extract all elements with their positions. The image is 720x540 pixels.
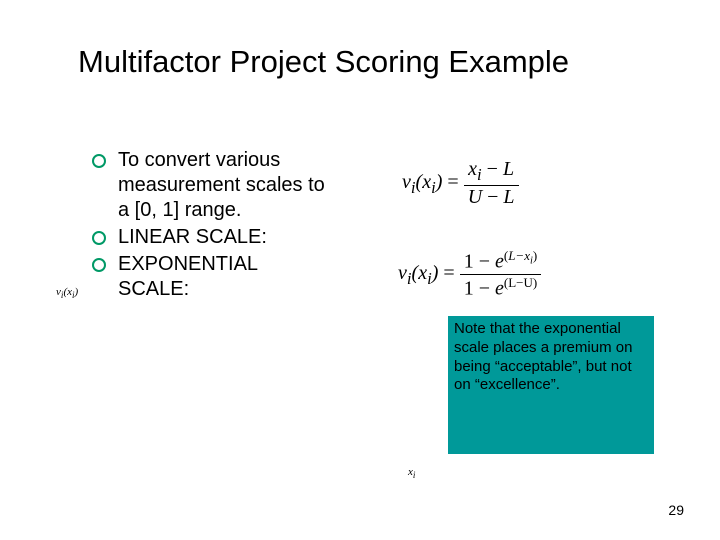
- f1-close: ): [436, 171, 443, 193]
- f2-num-one: 1 −: [464, 251, 495, 273]
- f1-v: v: [402, 171, 411, 193]
- f1-num-L: L: [503, 158, 514, 180]
- linear-formula: vi(xi) = xi − L U − L: [402, 158, 519, 209]
- f2-x: x: [418, 262, 427, 284]
- f1-num-x: x: [468, 158, 477, 180]
- f1-x: x: [422, 171, 431, 193]
- f2-close: ): [432, 262, 439, 284]
- slide-title: Multifactor Project Scoring Example: [78, 44, 569, 80]
- f1-eq: =: [447, 171, 463, 193]
- f2-den-exp: (L−U): [504, 275, 537, 290]
- f2-den-one: 1 −: [464, 277, 495, 299]
- bullet-region: To convert various measurement scales to…: [90, 148, 330, 304]
- f2-eq: =: [443, 262, 459, 284]
- f1-frac: xi − L U − L: [464, 158, 519, 209]
- bullet-list: To convert various measurement scales to…: [90, 148, 330, 302]
- f1-den-L: L: [503, 186, 514, 208]
- page-number: 29: [668, 502, 684, 518]
- xi-i: i: [413, 470, 416, 480]
- note-callout: Note that the exponential scale places a…: [448, 316, 654, 454]
- f2-frac: 1 − e(L−xi) 1 − e(L−U): [460, 248, 542, 300]
- f1-den-minus: −: [482, 186, 503, 208]
- f1-num-minus: −: [482, 158, 503, 180]
- bullet-item-2: LINEAR SCALE:: [90, 225, 330, 250]
- f2-den-e: e: [495, 277, 504, 299]
- label-close: ): [75, 286, 79, 298]
- f2-v: v: [398, 262, 407, 284]
- marginal-vixi-label: vi(xi): [56, 286, 78, 300]
- xi-label: xi: [408, 466, 415, 480]
- f1-den-U: U: [468, 186, 482, 208]
- f2-num-e: e: [495, 251, 504, 273]
- exponential-formula: vi(xi) = 1 − e(L−xi) 1 − e(L−U): [398, 248, 541, 300]
- bullet-item-1: To convert various measurement scales to…: [90, 148, 330, 223]
- bullet-item-3: EXPONENTIAL SCALE:: [90, 252, 330, 302]
- f2-num-exp-close: ): [533, 248, 537, 263]
- f2-num-exp-L: L−x: [508, 248, 530, 263]
